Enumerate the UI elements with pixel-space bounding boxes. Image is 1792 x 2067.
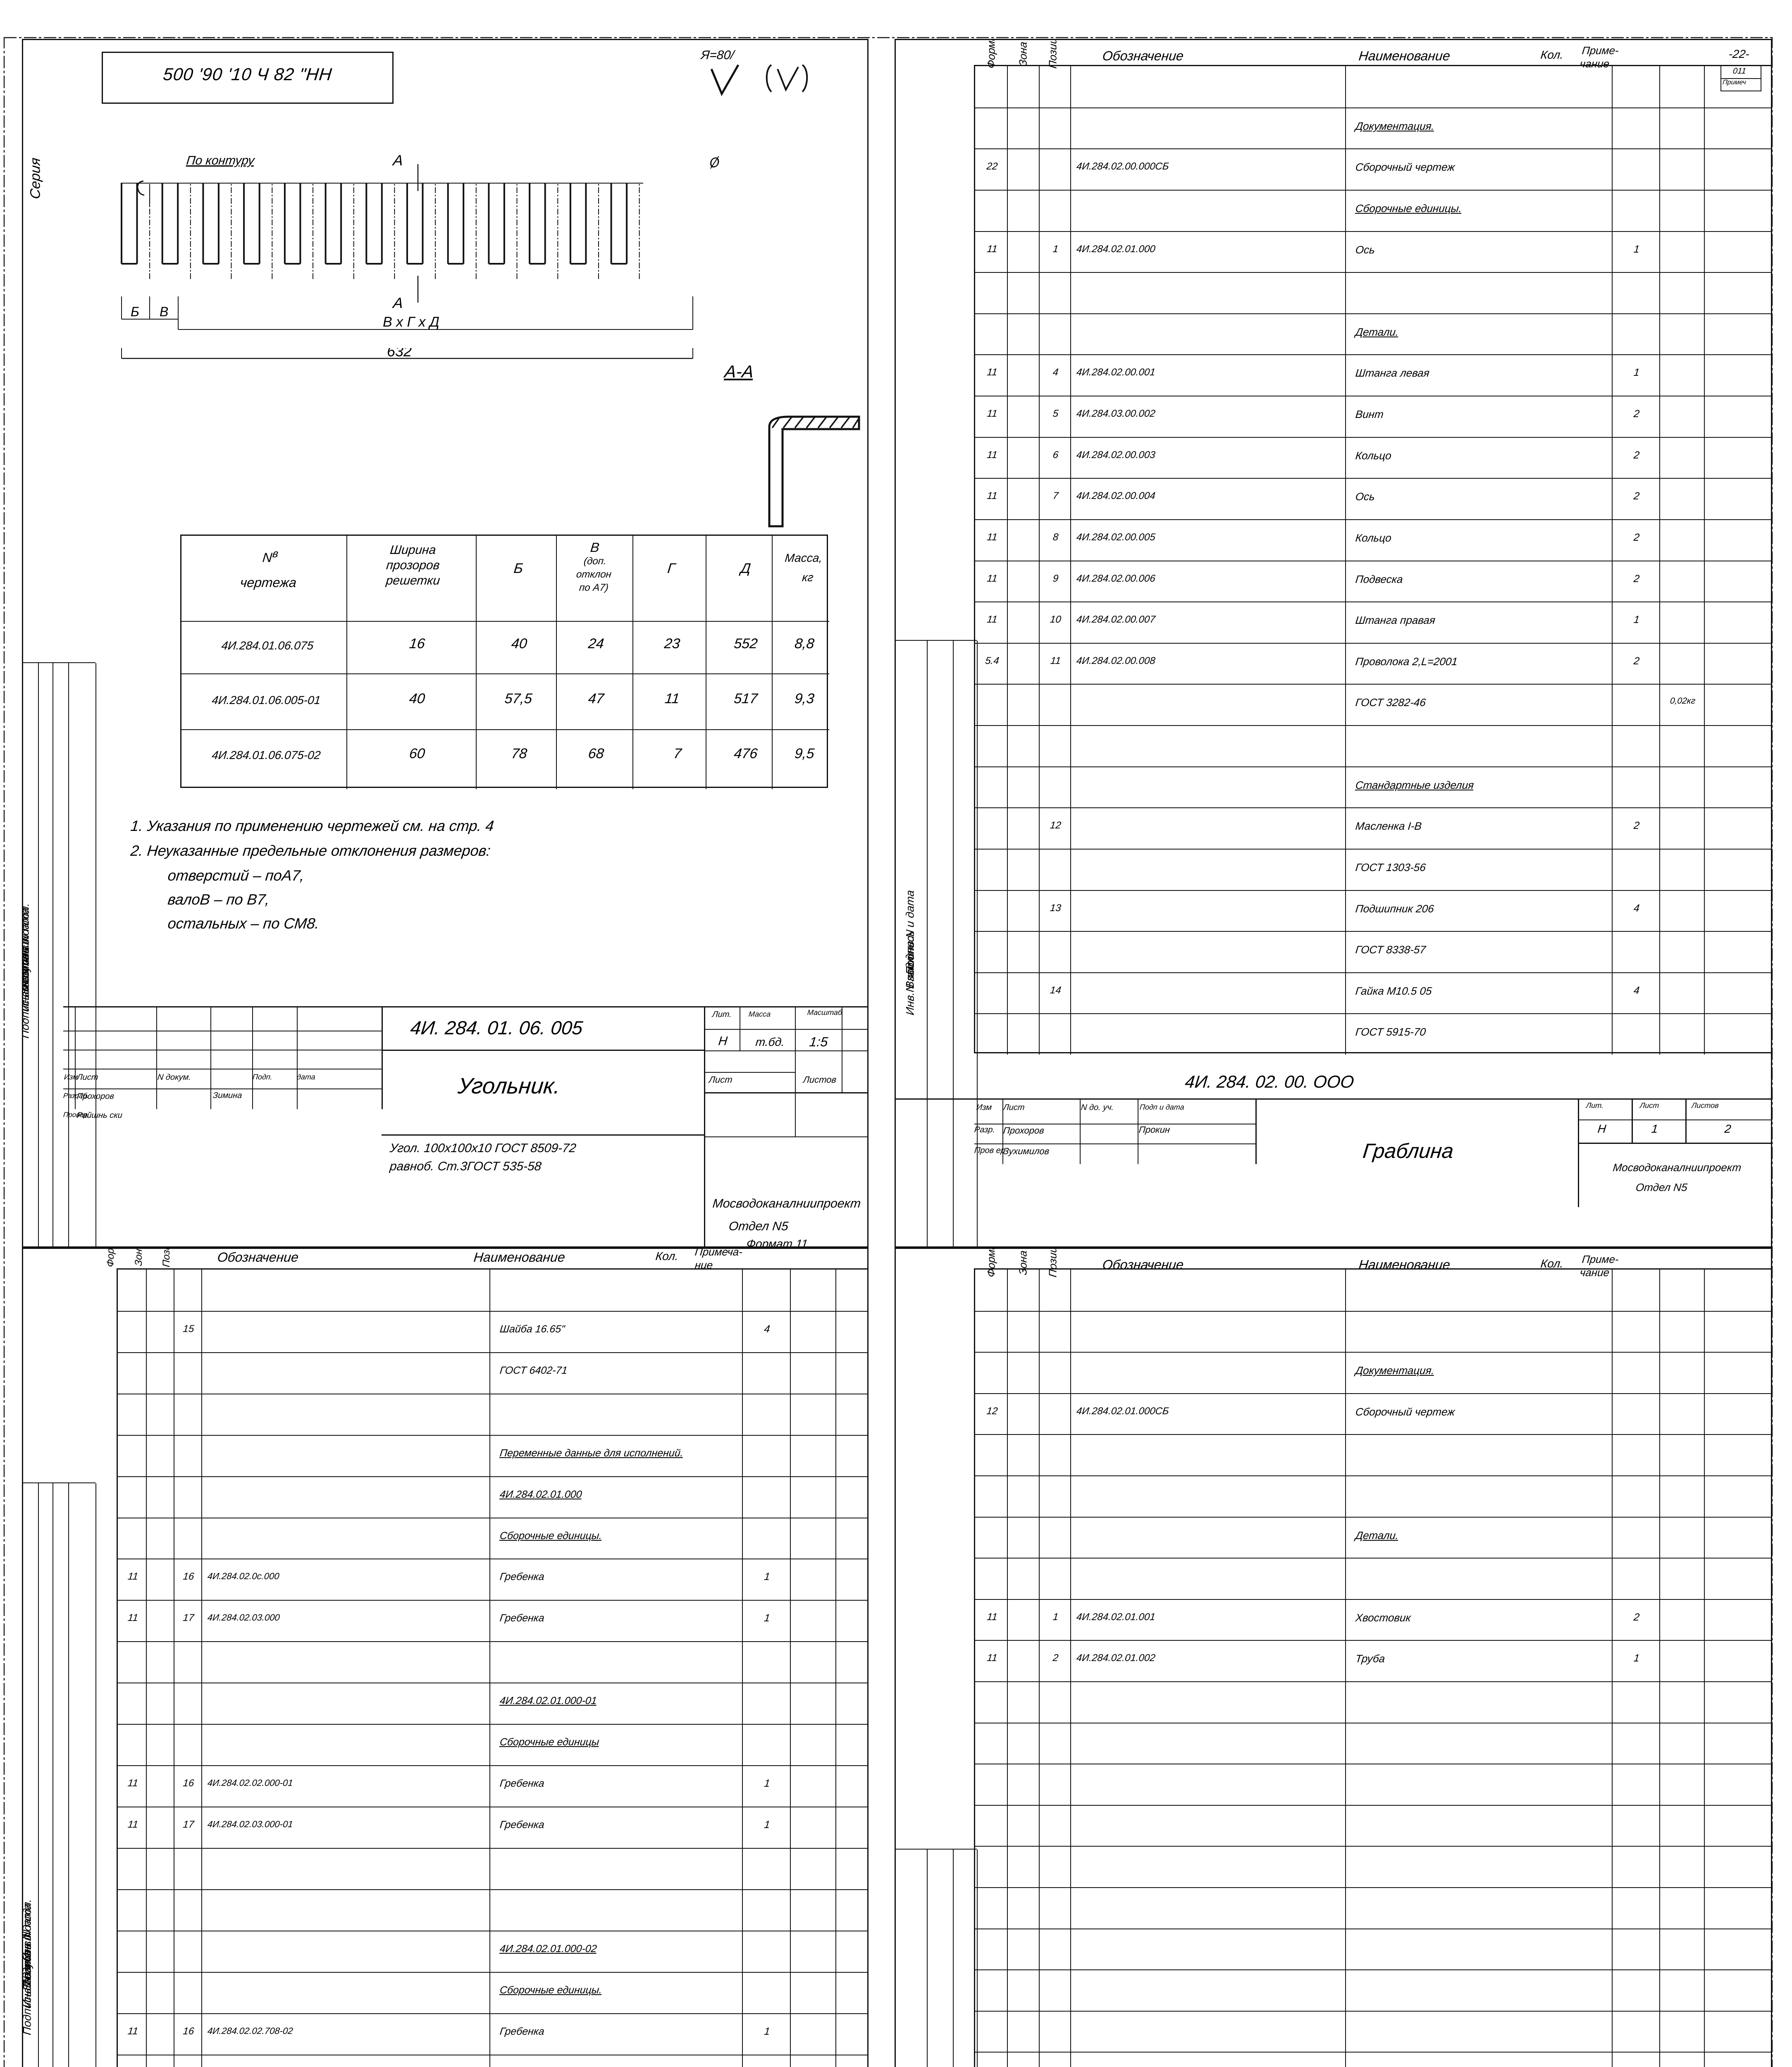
- svg-text:632: 632: [387, 348, 412, 360]
- svg-text:В х Г х Д: В х Г х Д: [383, 314, 439, 330]
- svg-text:Б: Б: [131, 304, 139, 319]
- svg-text:В: В: [160, 304, 168, 319]
